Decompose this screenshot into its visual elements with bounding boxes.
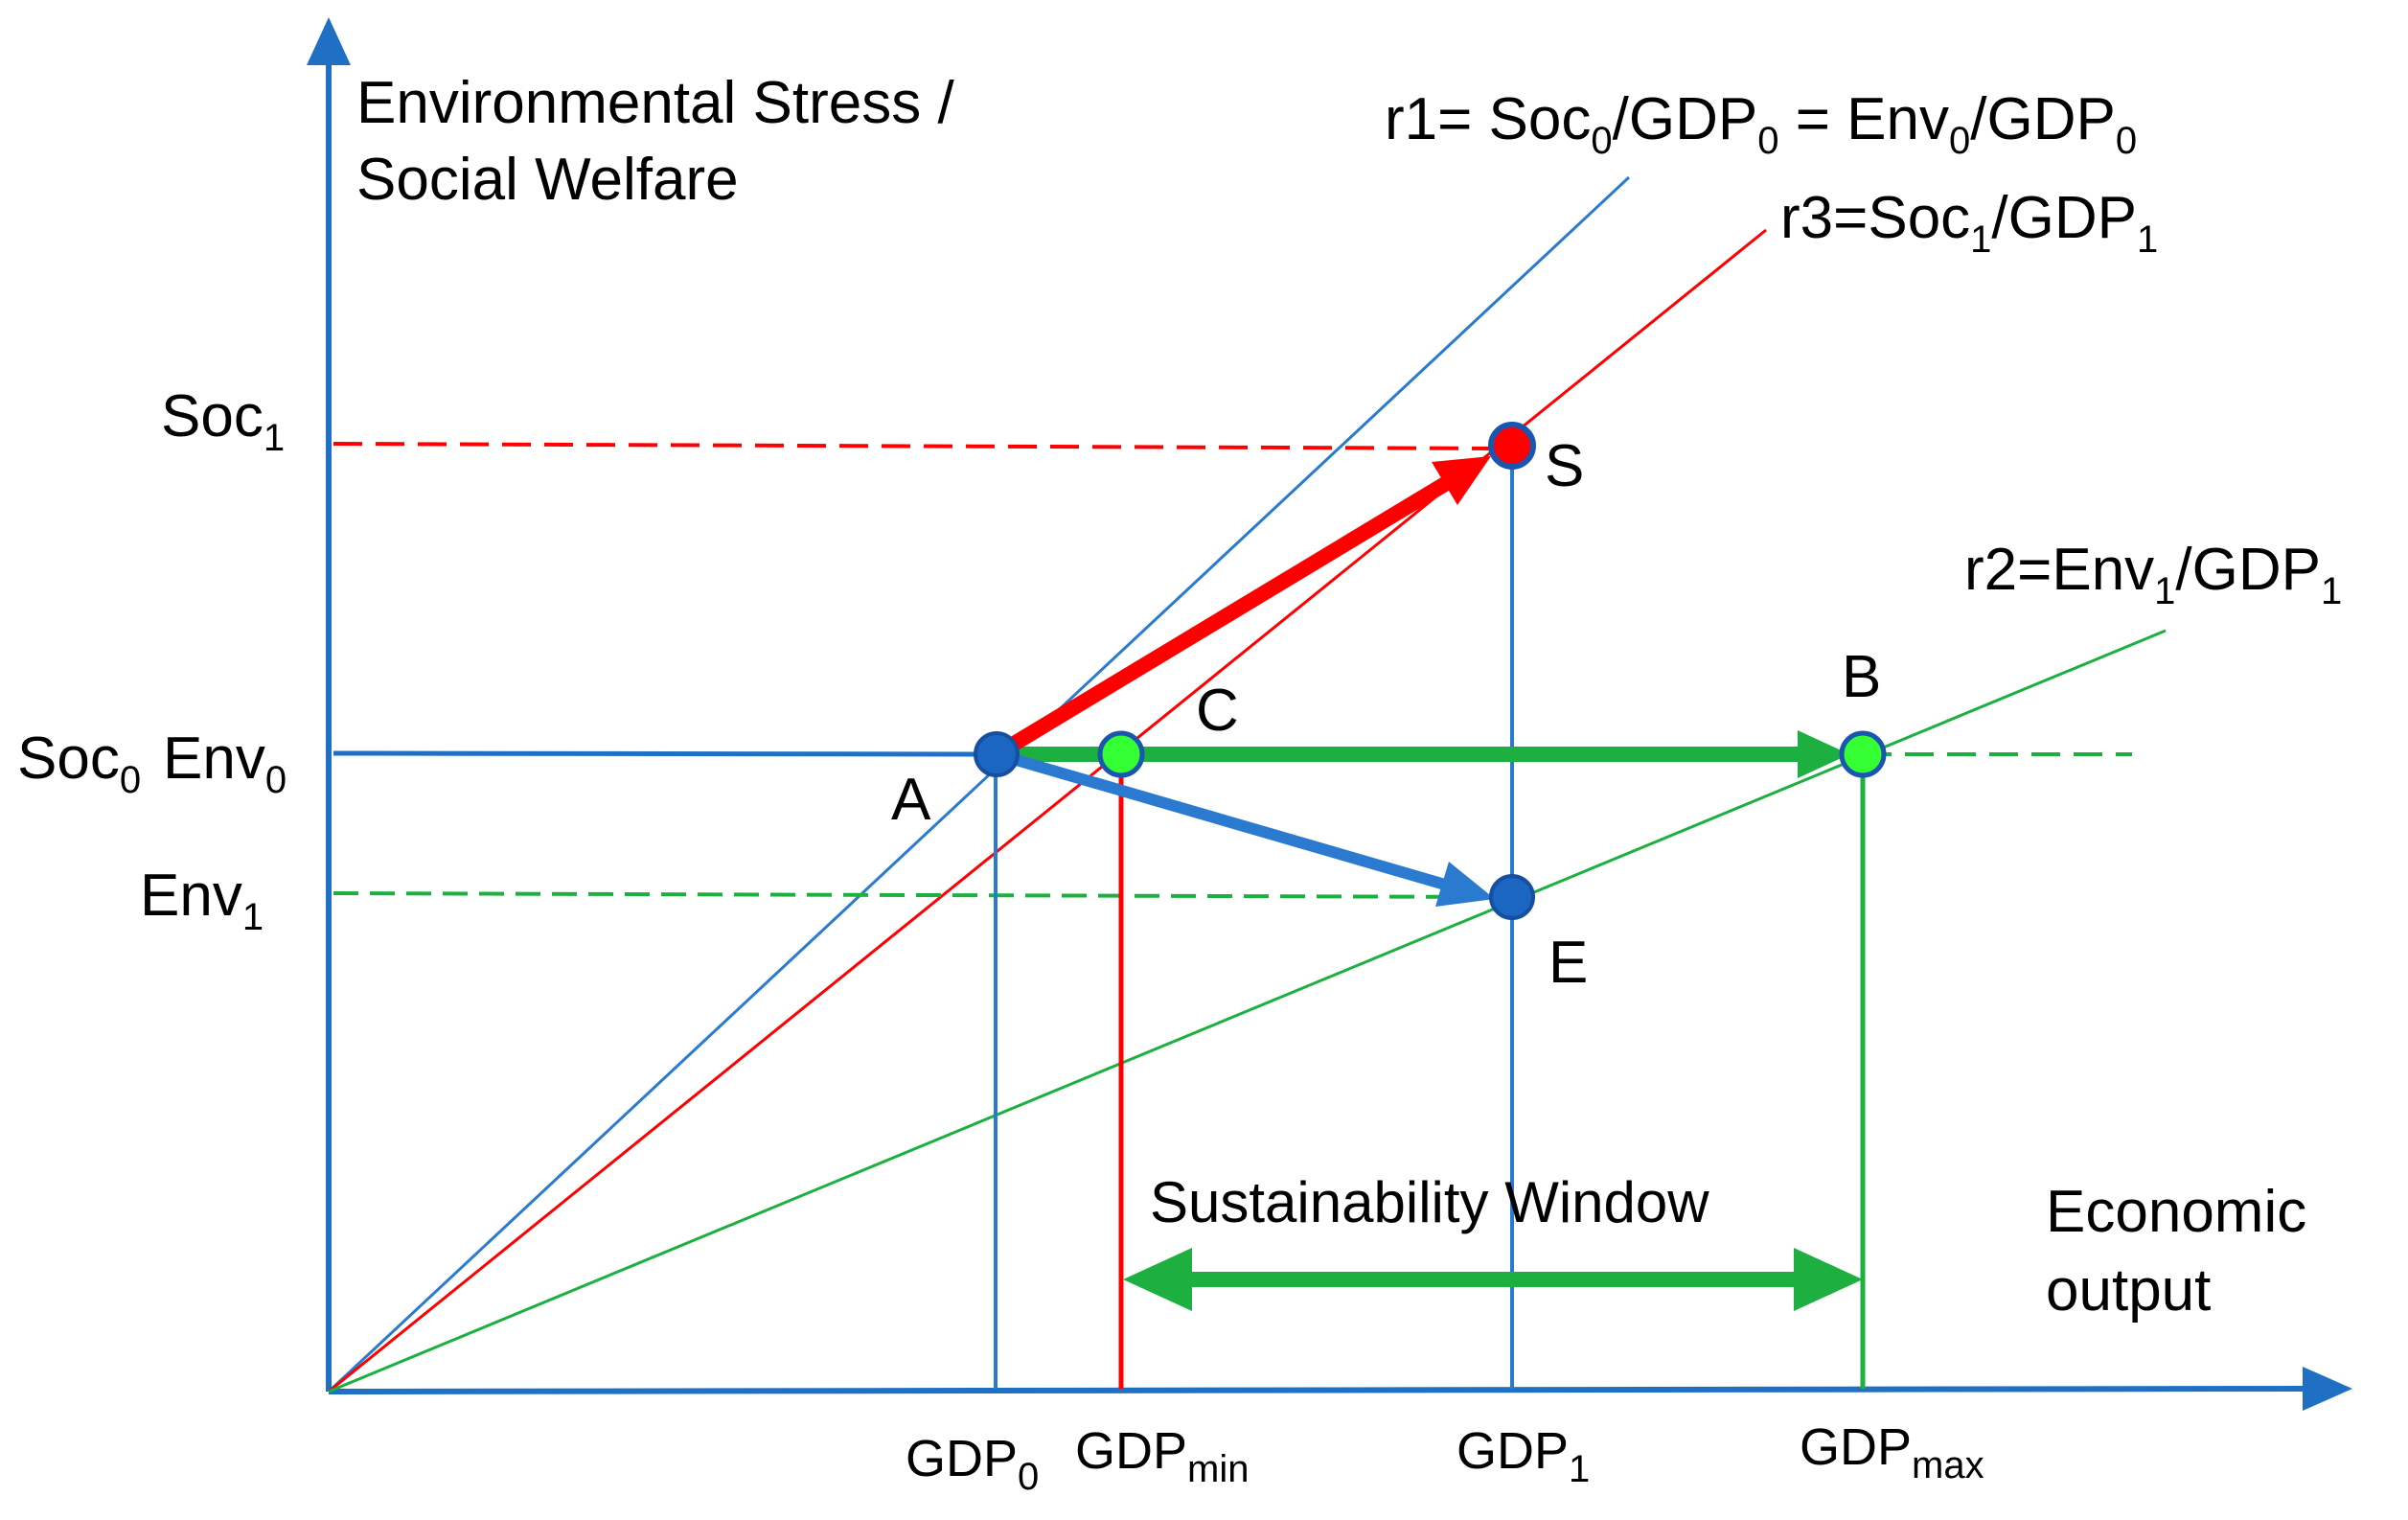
soc1-dashed-line [333,442,1513,450]
point-e-marker [1489,874,1535,920]
arrow-a-to-e [995,748,1447,890]
arrow-a-to-s [992,477,1450,761]
x-axis-title-line1: Economic [2046,1179,2306,1245]
x-tick-gdp0: GDP0 [906,1430,1039,1498]
point-c-label: C [1196,678,1239,744]
y-tick-soc0: Soc0 [17,725,141,801]
soc0-env0-line [333,750,998,757]
ray-r3-label: r3=Soc1/GDP1 [1780,185,2158,261]
ray-r3 [328,228,1767,1393]
x-axis [328,1386,2310,1394]
x-tick-gdp1: GDP1 [1456,1422,1590,1490]
ray-r1-label: r1= Soc0/GDP0 = Env0/GDP0 [1385,86,2137,162]
point-e-label: E [1548,930,1588,996]
x-axis-title-line2: output [2046,1257,2211,1324]
point-s-label: S [1545,433,1584,499]
y-axis-title-line1: Environmental Stress / [356,70,954,136]
point-b-label: B [1842,644,1881,710]
env1-dashed-line [333,891,1513,899]
ray-r2-label: r2=Env1/GDP1 [1964,537,2342,612]
y-tick-soc1: Soc1 [161,383,285,459]
point-s-marker [1488,422,1536,470]
point-b-marker [1839,730,1887,778]
y-axis-title-line2: Social Welfare [356,147,739,213]
sustainability-window-arrow-left-head [1123,1248,1192,1311]
point-a-marker [974,731,1020,777]
point-a-label: A [891,767,931,833]
sustainability-window-arrow-right-head [1794,1248,1863,1311]
x-tick-gdpmax: GDPmax [1800,1418,1984,1486]
ray-r1 [327,175,1631,1393]
arrow-a-to-b-head [1798,730,1849,778]
point-c-marker [1097,730,1145,778]
sustainability-window-label: Sustainability Window [1150,1170,1709,1234]
x-tick-gdpmin: GDPmin [1075,1422,1249,1490]
y-tick-env1: Env1 [140,863,264,938]
arrow-a-to-s-head [1432,456,1491,505]
arrow-a-to-e-head [1435,862,1495,907]
x-axis-arrowhead [2303,1367,2352,1411]
y-tick-env0: Env0 [163,725,287,801]
y-axis-arrowhead [307,17,351,65]
